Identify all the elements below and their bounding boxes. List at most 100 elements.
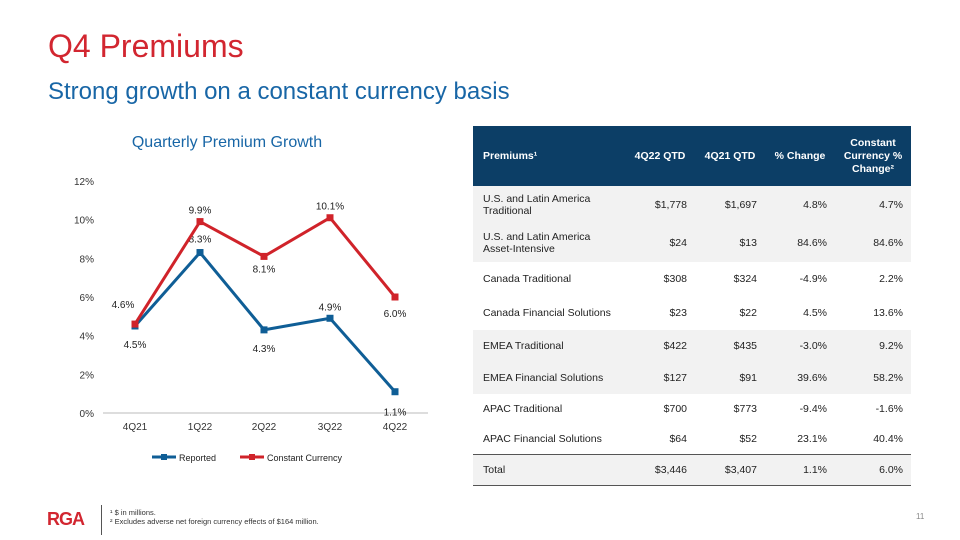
data-point	[260, 326, 268, 334]
table-cell: $52	[739, 433, 757, 445]
data-point	[326, 314, 334, 322]
data-label: 4.6%	[112, 300, 135, 311]
y-tick-label: 10%	[74, 216, 94, 227]
table-cell: $13	[695, 224, 765, 262]
data-label: 1.1%	[384, 408, 407, 419]
legend-label: Reported	[179, 453, 216, 463]
x-tick-label: 2Q22	[252, 422, 277, 433]
table-row: APAC Financial Solutions $64 $52 23.1% 40.4%	[473, 424, 911, 455]
data-point	[260, 252, 268, 260]
data-label: 10.1%	[316, 202, 344, 213]
data-label: 4.3%	[253, 344, 276, 355]
table-cell: Canada Traditional	[483, 273, 572, 285]
column-header: Constant Currency % Change²	[835, 126, 911, 186]
y-tick-label: 2%	[80, 370, 95, 381]
table-row: Canada Traditional $308 $324 -4.9% 2.2%	[473, 262, 911, 296]
table-cell: $324	[733, 273, 757, 285]
table-cell: 6.0%	[835, 454, 911, 486]
table-header: Premiums¹ 4Q22 QTD 4Q21 QTD% Change Constan…	[473, 126, 911, 186]
table-cell: 39.6%	[765, 362, 835, 394]
table-cell: APAC Financial Solutions	[483, 433, 602, 445]
column-header: % Change	[765, 126, 835, 186]
table-cell: $1,697	[695, 186, 765, 224]
data-point	[391, 293, 399, 301]
table-cell: $422	[625, 330, 695, 362]
data-label: 9.9%	[189, 206, 212, 217]
page-subtitle: Strong growth on a constant currency bas…	[48, 78, 510, 105]
table-cell: 13.6%	[873, 307, 903, 319]
table-cell: 84.6%	[765, 224, 835, 262]
table-row: APAC Traditional $700 $773 -9.4% -1.6%	[473, 394, 911, 424]
table-cell: $91	[695, 362, 765, 394]
table-cell: 4.8%	[765, 186, 835, 224]
table-cell: -9.4%	[799, 403, 827, 415]
chart-title: Quarterly Premium Growth	[132, 134, 322, 151]
data-point	[196, 218, 204, 226]
table-row: U.S. and Latin America Traditional $1,778…	[473, 186, 911, 224]
table-cell: EMEA Financial Solutions	[473, 362, 625, 394]
data-label: 4.5%	[124, 340, 147, 351]
data-point	[391, 388, 399, 396]
table-cell: Total	[473, 454, 625, 486]
table-row: U.S. and Latin America Asset-Intensive $2…	[473, 224, 911, 262]
x-tick-label: 3Q22	[318, 422, 343, 433]
page-title: Q4 Premiums	[48, 28, 244, 64]
table-cell: $773	[733, 403, 757, 415]
table-cell: U.S. and Latin America Asset-Intensive	[473, 224, 625, 262]
x-tick-label: 4Q21	[123, 422, 148, 433]
y-tick-label: 12%	[74, 177, 94, 188]
table-cell: 84.6%	[835, 224, 911, 262]
column-header: 4Q22 QTD	[625, 126, 695, 186]
table-cell: $64	[669, 433, 687, 445]
legend-marker	[161, 454, 167, 460]
data-point	[196, 249, 204, 257]
page-number: 11	[916, 512, 925, 521]
table-cell: $435	[695, 330, 765, 362]
data-label: 8.1%	[253, 264, 276, 275]
table-cell: 23.1%	[797, 433, 827, 445]
y-tick-label: 0%	[80, 409, 95, 420]
table-cell: 1.1%	[765, 454, 835, 486]
table-cell: $308	[663, 273, 687, 285]
table-cell: -4.9%	[799, 273, 827, 285]
table-cell: EMEA Traditional	[473, 330, 625, 362]
table-cell: $23	[669, 307, 687, 319]
table-row: EMEA Traditional $422 $435 -3.0% 9.2%	[473, 330, 911, 362]
data-label: 4.9%	[319, 302, 342, 313]
x-tick-label: 1Q22	[188, 422, 213, 433]
total-row: Total $3,446 $3,407 1.1% 6.0%	[473, 454, 911, 486]
table-cell: $1,778	[625, 186, 695, 224]
data-label: 8.3%	[189, 235, 212, 246]
divider	[101, 505, 102, 535]
legend-marker	[249, 454, 255, 460]
legend-label: Constant Currency	[267, 453, 343, 463]
data-point	[326, 214, 334, 222]
table-cell: 4.7%	[835, 186, 911, 224]
table-cell: 4.5%	[803, 307, 827, 319]
table-cell: Canada Financial Solutions	[483, 307, 611, 319]
table-cell: $22	[739, 307, 757, 319]
x-tick-label: 4Q22	[383, 422, 408, 433]
table-row: EMEA Financial Solutions $127 $91 39.6% 58.2…	[473, 362, 911, 394]
table-cell: $127	[625, 362, 695, 394]
data-label: 6.0%	[384, 309, 407, 320]
table-cell: 2.2%	[879, 273, 903, 285]
table-cell: 58.2%	[835, 362, 911, 394]
table-cell: $24	[625, 224, 695, 262]
table-cell: -1.6%	[875, 403, 903, 415]
y-tick-label: 6%	[80, 293, 95, 304]
y-tick-label: 4%	[80, 332, 95, 343]
table-cell: 9.2%	[835, 330, 911, 362]
column-header: Premiums¹	[473, 126, 625, 186]
y-tick-label: 8%	[80, 254, 95, 265]
data-point	[131, 320, 139, 328]
footnote-2: ² Excludes adverse net foreign currency …	[110, 517, 319, 526]
table-row: Canada Financial Solutions $23 $22 4.5% 13.6…	[473, 296, 911, 330]
table-cell: 40.4%	[873, 433, 903, 445]
rga-logo: RGA	[47, 509, 85, 529]
table-cell: APAC Traditional	[483, 403, 563, 415]
table-cell: U.S. and Latin America Traditional	[473, 186, 625, 224]
premium-growth-chart: Quarterly Premium Growth 0% 2% 4% 6% 8% 10% 12%…	[74, 134, 428, 463]
column-header: 4Q21 QTD	[695, 126, 765, 186]
